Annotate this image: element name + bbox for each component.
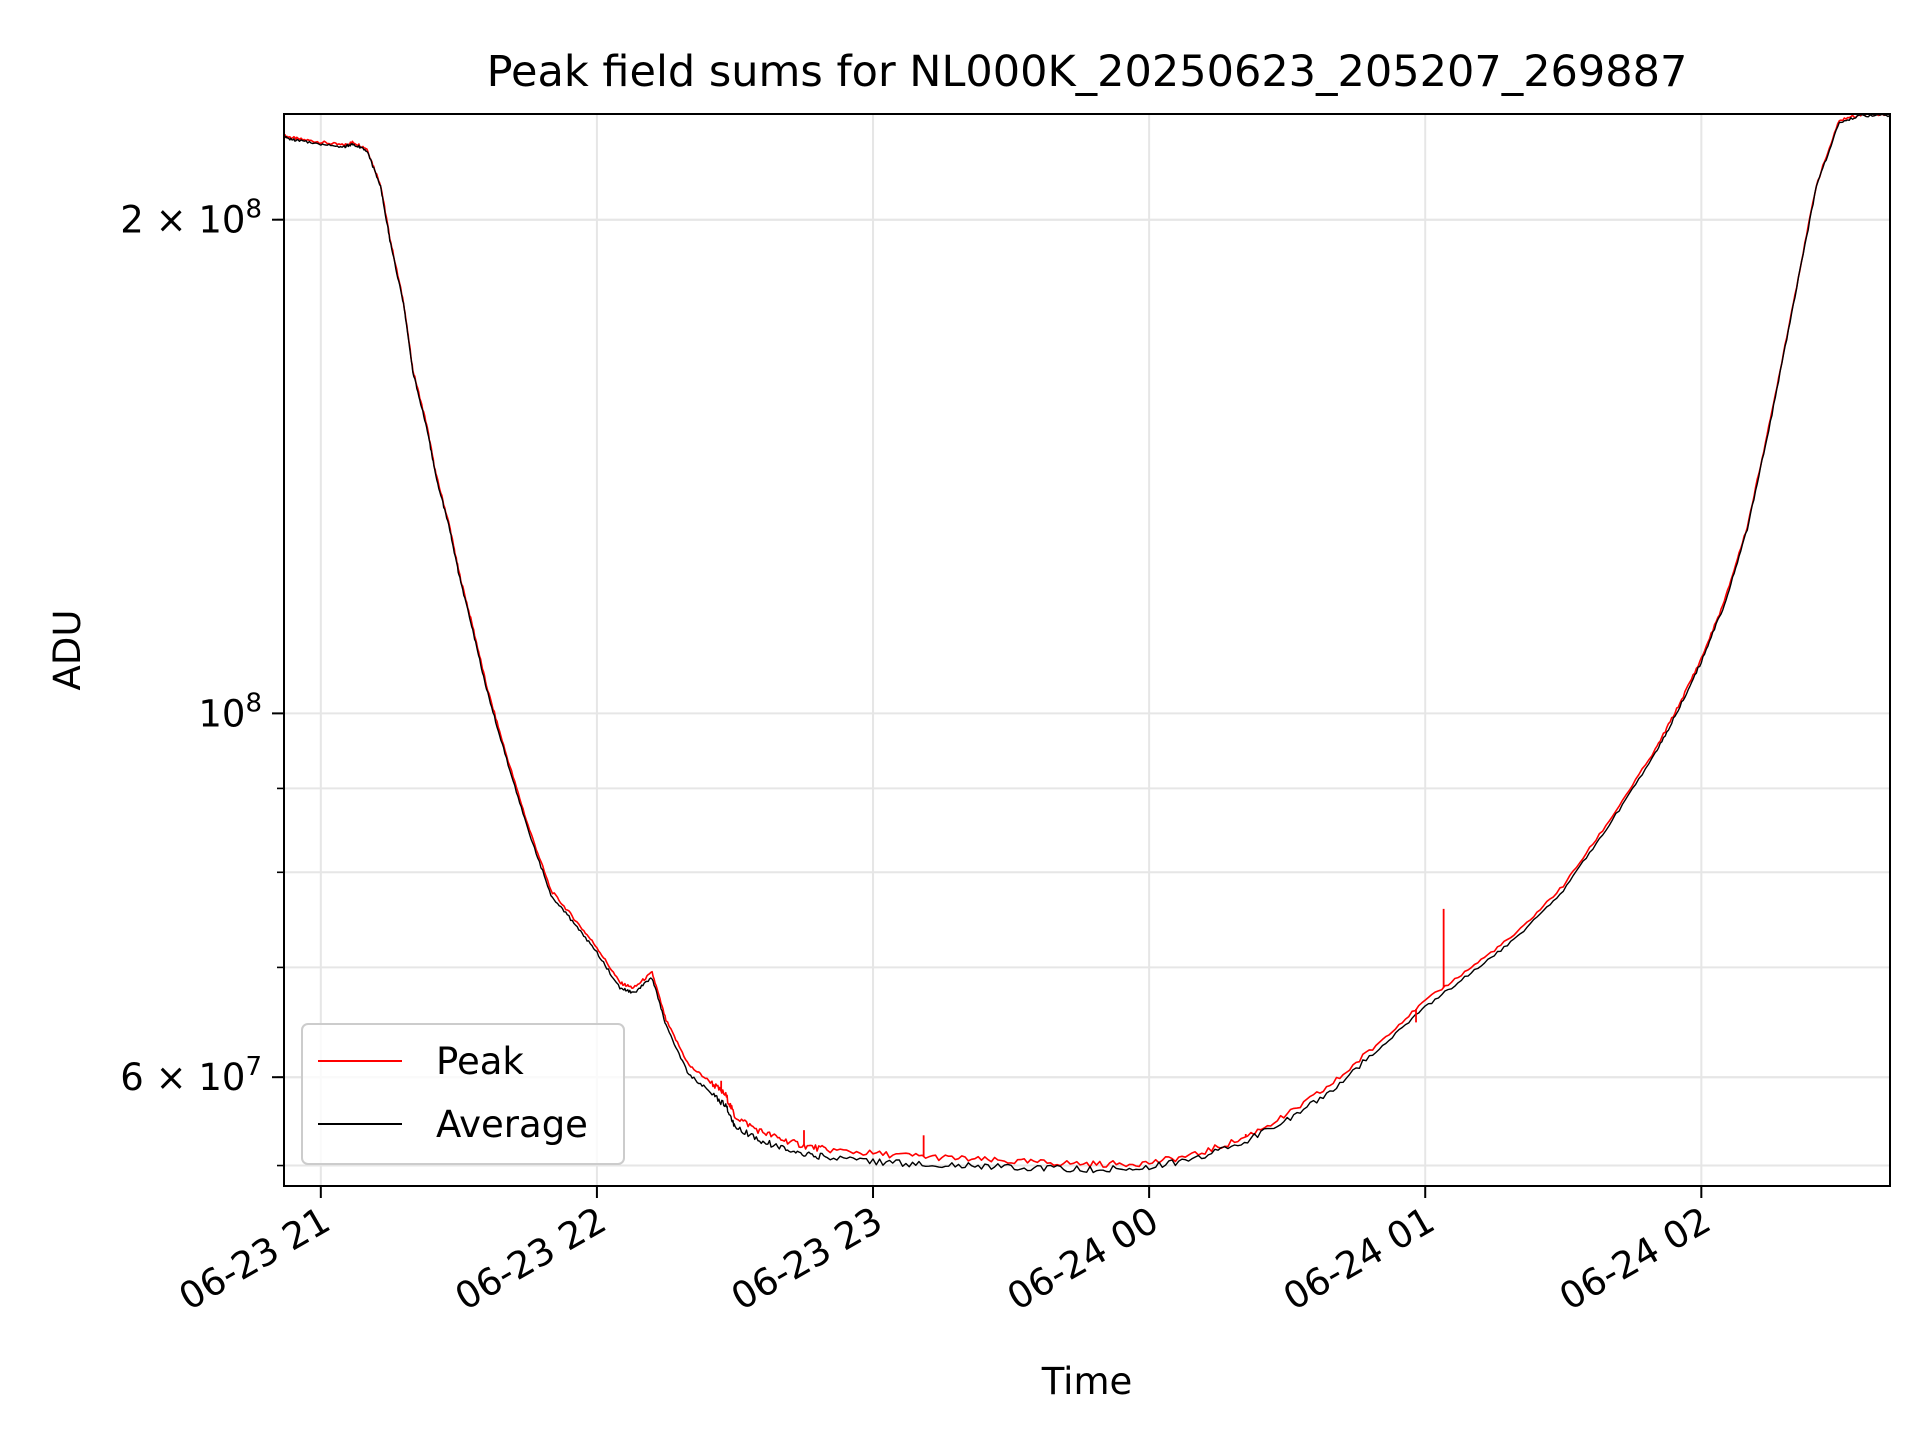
legend-label-peak: Peak (436, 1040, 524, 1083)
x-axis-label: Time (1041, 1360, 1133, 1403)
series-group (283, 113, 1891, 1174)
legend-box (301, 1023, 625, 1165)
y-tick-label: 6 × 107 (120, 1052, 262, 1099)
plot-frame (283, 113, 1891, 1187)
y-tick-label: 2 × 108 (120, 195, 262, 242)
legend-label-average: Average (436, 1103, 588, 1146)
chart-title: Peak field sums for NL000K_20250623_2052… (487, 47, 1688, 97)
y-tick-label: 108 (198, 688, 262, 735)
y-axis-label: ADU (46, 610, 89, 691)
y-axis: 6 × 107 108 2 × 108 (120, 195, 284, 1167)
series-line-average (283, 113, 1891, 1174)
legend: Peak Average (301, 1023, 625, 1165)
